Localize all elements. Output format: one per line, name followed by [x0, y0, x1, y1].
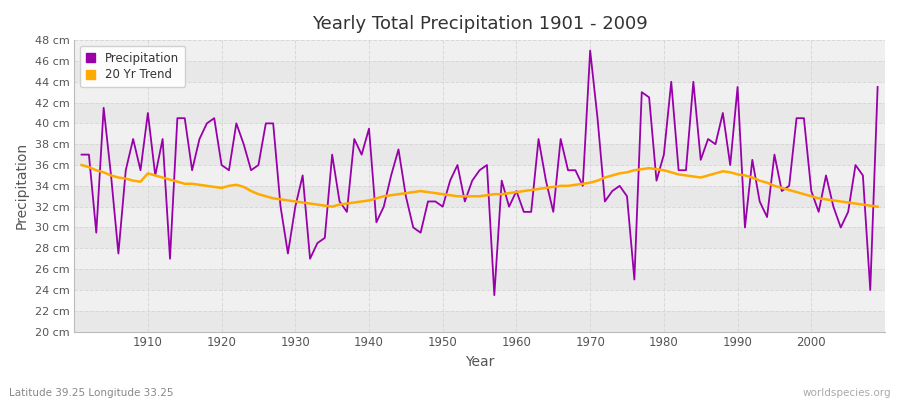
Precipitation: [872, 84, 883, 89]
Title: Yearly Total Precipitation 1901 - 2009: Yearly Total Precipitation 1901 - 2009: [311, 15, 647, 33]
Bar: [74, 61, 885, 82]
20 Yr Trend: [872, 204, 883, 209]
Line: Precipitation: Precipitation: [82, 50, 878, 295]
Precipitation: [585, 48, 596, 53]
X-axis label: Year: Year: [465, 355, 494, 369]
20 Yr Trend: [518, 189, 529, 194]
20 Yr Trend: [297, 200, 308, 205]
Bar: [74, 207, 885, 228]
20 Yr Trend: [607, 173, 617, 178]
20 Yr Trend: [349, 200, 360, 205]
Legend: Precipitation, 20 Yr Trend: Precipitation, 20 Yr Trend: [80, 46, 184, 87]
Precipitation: [297, 173, 308, 178]
Precipitation: [76, 152, 87, 157]
Precipitation: [489, 293, 500, 298]
Precipitation: [614, 184, 625, 188]
Bar: [74, 186, 885, 207]
Bar: [74, 290, 885, 311]
Bar: [74, 311, 885, 332]
Bar: [74, 165, 885, 186]
Bar: [74, 228, 885, 248]
Precipitation: [511, 189, 522, 194]
Bar: [74, 144, 885, 165]
20 Yr Trend: [511, 190, 522, 194]
Precipitation: [341, 210, 352, 214]
Bar: [74, 248, 885, 269]
Bar: [74, 82, 885, 102]
Bar: [74, 123, 885, 144]
Text: Latitude 39.25 Longitude 33.25: Latitude 39.25 Longitude 33.25: [9, 388, 174, 398]
Precipitation: [518, 210, 529, 214]
Precipitation: [135, 168, 146, 173]
Text: worldspecies.org: worldspecies.org: [803, 388, 891, 398]
Bar: [74, 102, 885, 123]
Y-axis label: Precipitation: Precipitation: [15, 142, 29, 230]
Line: 20 Yr Trend: 20 Yr Trend: [82, 165, 878, 207]
20 Yr Trend: [327, 204, 338, 209]
20 Yr Trend: [135, 179, 146, 184]
Bar: [74, 269, 885, 290]
Bar: [74, 40, 885, 61]
20 Yr Trend: [76, 163, 87, 168]
